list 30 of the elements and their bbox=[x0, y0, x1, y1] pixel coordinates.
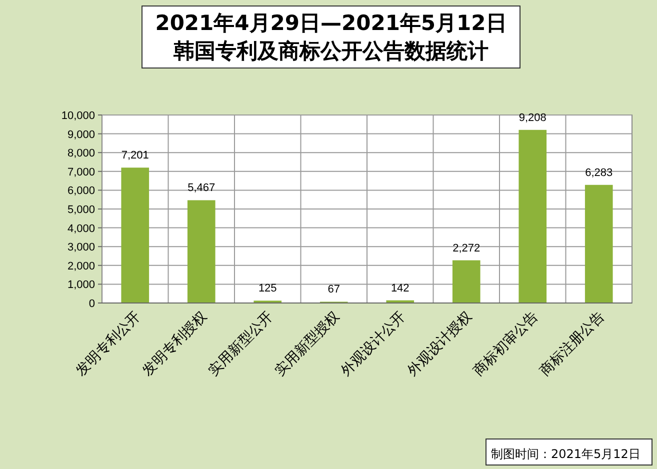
y-tick-label: 8,000 bbox=[67, 148, 95, 160]
bar bbox=[187, 200, 216, 303]
data-label: 5,467 bbox=[188, 182, 216, 194]
data-label: 125 bbox=[258, 282, 277, 295]
bar bbox=[121, 168, 150, 303]
text: 制图时间：2021年5月12日 bbox=[491, 447, 640, 461]
y-tick-label: 7,000 bbox=[67, 166, 95, 178]
y-tick-label: 1,000 bbox=[67, 279, 95, 292]
data-label: 9,208 bbox=[518, 112, 546, 124]
y-tick-label: 6,000 bbox=[67, 185, 95, 198]
bar bbox=[452, 260, 480, 303]
bar bbox=[518, 130, 547, 303]
bar bbox=[584, 184, 613, 303]
data-label: 142 bbox=[390, 282, 410, 294]
y-tick-label: 0 bbox=[88, 298, 95, 310]
x-tick-label: 发明专利公开 bbox=[73, 308, 144, 380]
data-label: 7,201 bbox=[121, 150, 149, 162]
y-tick-label: 3,000 bbox=[67, 242, 95, 254]
chart-subtitle: 韩国专利及商标公开公告数据统计 bbox=[172, 39, 488, 63]
chart-title: 2021年4月29日—2021年5月12日 bbox=[155, 11, 507, 35]
x-tick-label: 商标注册公告 bbox=[536, 308, 608, 380]
y-tick-label: 10,000 bbox=[61, 110, 95, 122]
y-tick-label: 5,000 bbox=[67, 204, 95, 216]
y-tick-label: 2,000 bbox=[67, 260, 95, 272]
x-tick-label: 外观设计公开 bbox=[338, 308, 409, 380]
data-label: 67 bbox=[328, 284, 340, 296]
y-tick-label: 9,000 bbox=[67, 128, 95, 141]
data-label: 6,283 bbox=[585, 166, 613, 179]
data-label: 2,272 bbox=[452, 242, 480, 254]
y-tick-label: 4,000 bbox=[67, 222, 95, 235]
